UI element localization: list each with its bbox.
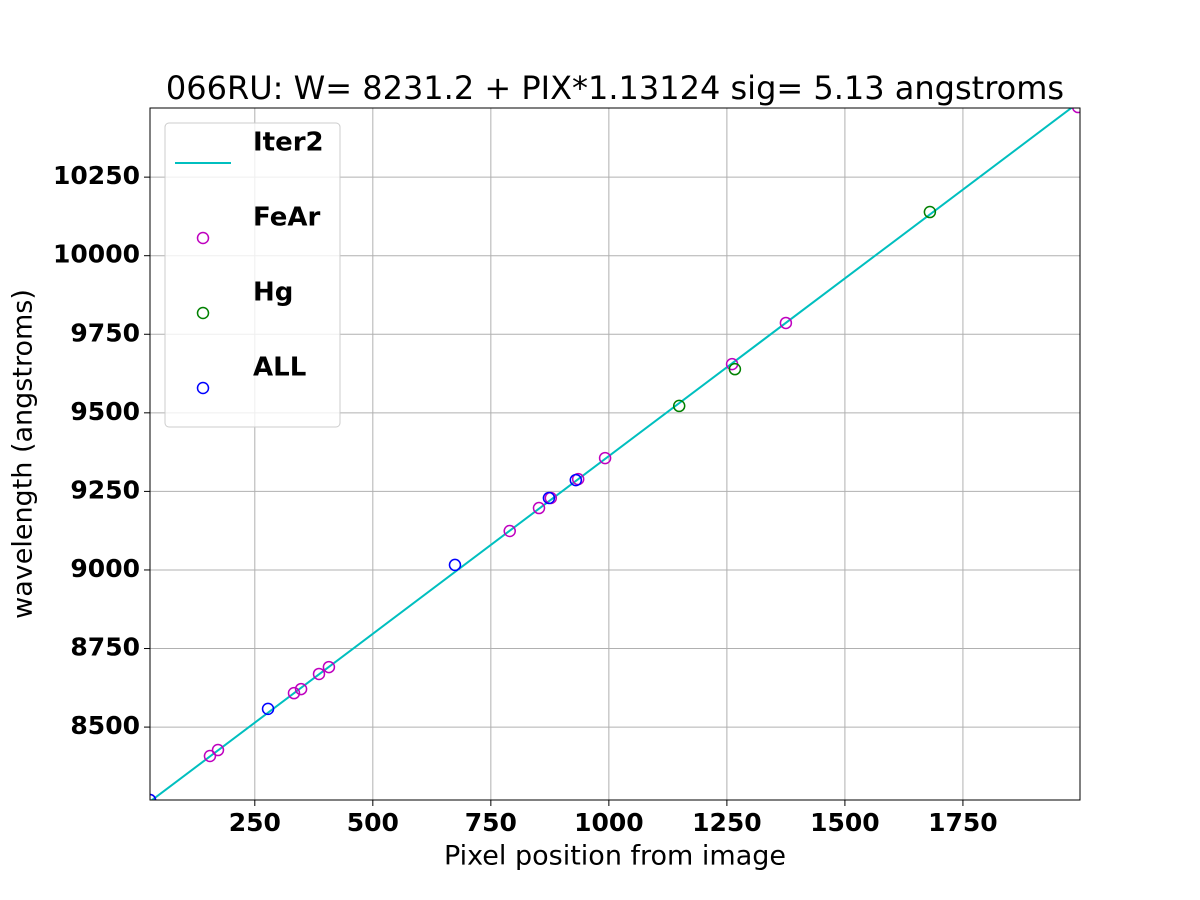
point (542, 491, 556, 505)
x-tick-label: 500 (347, 808, 399, 837)
point (923, 205, 937, 219)
legend-label: Iter2 (253, 128, 324, 158)
point (503, 524, 516, 538)
legend-swatch (196, 231, 210, 245)
y-tick-label: 9500 (70, 397, 140, 426)
point (728, 362, 742, 376)
point (569, 473, 583, 487)
point (672, 399, 686, 413)
y-axis-label: wavelength (angstroms) (8, 289, 39, 619)
x-tick-label: 1750 (928, 808, 998, 837)
point (532, 501, 546, 515)
y-tick-label: 10250 (53, 161, 140, 190)
legend-label: Hg (253, 278, 293, 308)
legend-label: FeAr (253, 203, 320, 233)
point (1071, 108, 1080, 114)
chart-title: 066RU: W= 8231.2 + PIX*1.13124 sig= 5.13… (166, 69, 1064, 107)
legend: Iter2 FeAr Hg ALL (164, 122, 341, 428)
plot-area (150, 108, 1080, 800)
point (322, 660, 336, 674)
x-tick-label: 1500 (810, 808, 880, 837)
plot-frame (149, 107, 1081, 801)
point (312, 667, 326, 681)
point (598, 451, 612, 465)
x-tick-label: 750 (465, 808, 517, 837)
y-tick-label: 9750 (70, 318, 140, 347)
point (211, 743, 225, 757)
y-tick-label: 9250 (70, 475, 140, 504)
y-tick-label: 10000 (53, 240, 140, 269)
x-tick-label: 250 (229, 808, 281, 837)
point (448, 558, 462, 572)
point (779, 316, 793, 330)
legend-swatch (196, 381, 210, 395)
legend-box (164, 122, 341, 428)
x-tick-label: 1000 (574, 808, 644, 837)
point (203, 749, 217, 763)
y-tick-label: 8750 (70, 633, 140, 662)
legend-label: ALL (253, 353, 306, 383)
point (294, 682, 308, 696)
point (287, 686, 301, 700)
x-tick-label: 1250 (692, 808, 762, 837)
point (261, 702, 275, 716)
y-tick-label: 9000 (70, 554, 140, 583)
x-axis-label: Pixel position from image (444, 841, 786, 872)
legend-swatch (196, 306, 210, 320)
y-tick-label: 8500 (70, 711, 140, 740)
